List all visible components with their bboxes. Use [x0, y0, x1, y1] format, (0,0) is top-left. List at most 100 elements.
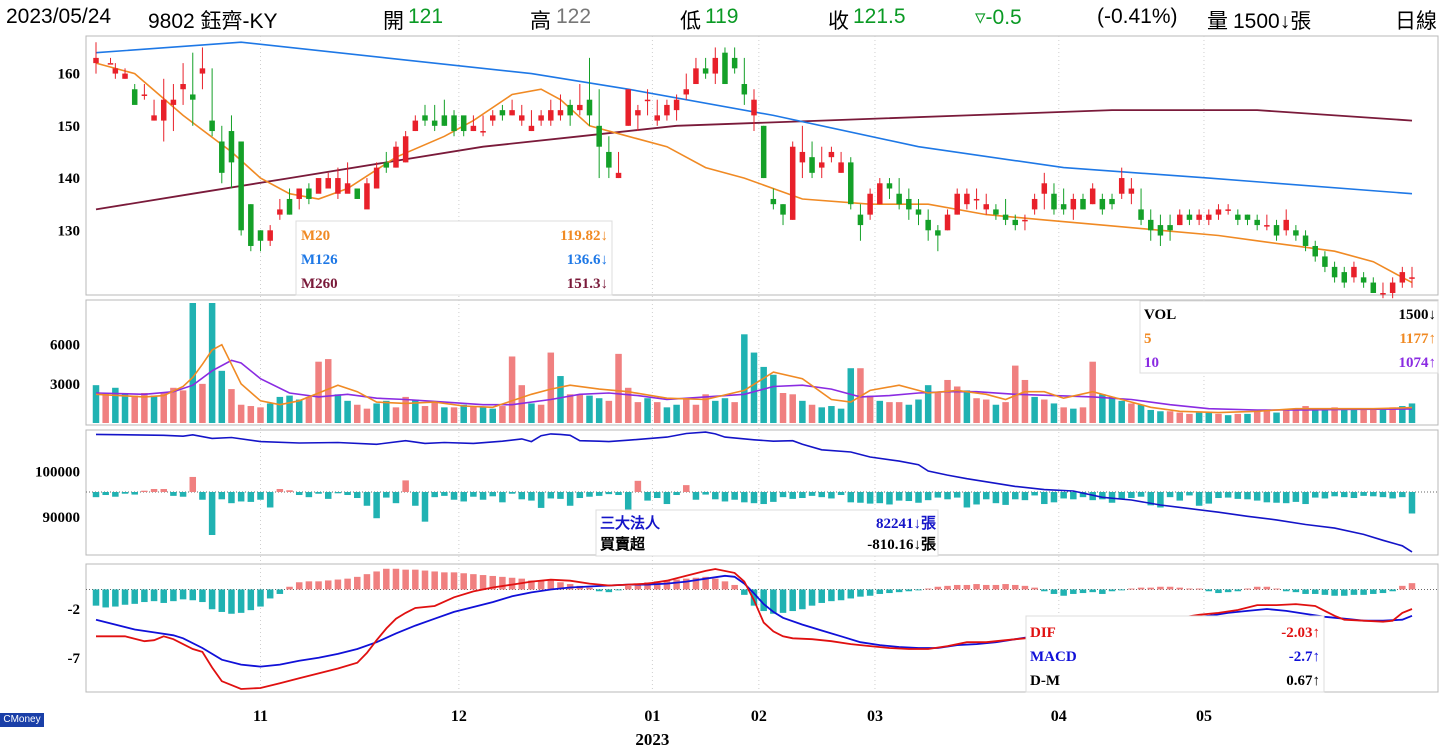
volume-bar — [808, 404, 816, 423]
volume-bar — [392, 407, 400, 423]
volume-bar — [1302, 406, 1309, 423]
volume-bar — [305, 396, 313, 423]
macd-histogram-bar — [305, 581, 313, 590]
volume-bar — [1350, 409, 1358, 423]
macd-histogram-bar — [295, 582, 303, 590]
legend-name: M20 — [301, 228, 330, 244]
netbuy-bar — [1041, 492, 1048, 505]
netbuy-bar — [1147, 492, 1154, 506]
volume-bar — [605, 400, 613, 423]
brand-logo: CMoney — [0, 713, 44, 727]
netbuy-bar — [866, 492, 874, 504]
volume-bar — [179, 390, 187, 423]
legend-value: 119.82↓ — [560, 228, 608, 244]
high-value: 122 — [556, 5, 592, 28]
netbuy-bar — [1253, 492, 1261, 501]
volume-bar — [905, 404, 913, 423]
panel-frame — [85, 563, 1439, 693]
volume-bar — [1370, 409, 1377, 423]
netbuy-bar — [344, 492, 351, 496]
legend-value: 0.67↑ — [1286, 673, 1320, 689]
candle-body — [577, 104, 583, 111]
volume-bar — [731, 402, 738, 423]
macd-histogram-bar — [1060, 589, 1067, 596]
netbuy-bar — [276, 488, 284, 492]
netbuy-bar — [199, 492, 206, 500]
volume-bar — [547, 352, 555, 423]
volume-bar — [373, 403, 380, 423]
volume-bar — [741, 334, 748, 423]
candle-body — [393, 146, 399, 168]
candle-body — [1080, 198, 1086, 210]
volume-bar — [1331, 407, 1338, 423]
candle-body — [509, 110, 515, 116]
macd-histogram-bar — [141, 589, 148, 603]
netbuy-bar — [1176, 492, 1184, 501]
candle-body — [1167, 225, 1173, 231]
candle-body — [1302, 235, 1309, 246]
macd-histogram-bar — [876, 589, 884, 594]
candle-body — [383, 162, 390, 168]
candle-body — [1399, 272, 1406, 283]
candle-body — [1118, 178, 1125, 194]
macd-histogram-bar — [624, 585, 632, 590]
macd-histogram-bar — [1108, 589, 1116, 592]
change-value: ▿-0.5 — [975, 6, 1022, 29]
macd-histogram-bar — [789, 589, 796, 612]
candle-body — [1293, 230, 1299, 236]
macd-histogram-bar — [1341, 589, 1348, 596]
candle-body — [877, 183, 883, 205]
netbuy-bar — [1370, 492, 1377, 497]
volume-bar — [828, 406, 835, 423]
candle-body — [625, 89, 631, 126]
volume-bar — [92, 385, 100, 423]
volume-bar — [189, 303, 197, 423]
candle-body — [596, 125, 602, 147]
netbuy-bar — [915, 492, 922, 503]
macd-histogram-bar — [779, 589, 787, 613]
volume-bar — [441, 407, 448, 423]
legend-name: DIF — [1030, 625, 1056, 641]
open-value: 121 — [408, 5, 444, 28]
netbuy-bar — [1157, 492, 1164, 508]
macd-histogram-bar — [982, 584, 990, 590]
candle-body — [906, 198, 912, 210]
macd-histogram-bar — [828, 589, 835, 602]
volume-bar — [982, 399, 990, 423]
legend-name: 10 — [1144, 355, 1159, 371]
netbuy-bar — [228, 492, 235, 504]
macd-histogram-bar — [944, 585, 951, 590]
volume-bar — [1002, 402, 1009, 423]
macd-histogram-bar — [344, 578, 351, 590]
candle-body — [818, 162, 825, 168]
candle-body — [857, 214, 864, 226]
netbuy-bar — [402, 480, 409, 492]
candle-body — [170, 99, 177, 105]
candle-body — [993, 209, 999, 215]
macd-histogram-bar — [1205, 589, 1213, 592]
volume-bar — [644, 398, 651, 423]
candle-body — [1070, 198, 1077, 210]
macd-histogram-bar — [1186, 588, 1193, 590]
candle-body — [886, 183, 893, 189]
candle-body — [1235, 214, 1241, 220]
candle-body — [644, 99, 651, 102]
volume-bar — [789, 394, 796, 423]
netbuy-bar — [886, 492, 893, 505]
macd-histogram-bar — [818, 589, 825, 603]
netbuy-bar — [1350, 492, 1358, 499]
candle-body — [257, 230, 264, 241]
volume-bar — [576, 394, 584, 423]
candle-body — [828, 151, 835, 158]
volume-bar — [760, 366, 767, 423]
legend-name: VOL — [1144, 307, 1176, 323]
netbuy-bar — [973, 492, 980, 505]
netbuy-bar — [1128, 492, 1135, 499]
macd-histogram-bar — [276, 589, 284, 594]
netbuy-bar — [383, 492, 390, 498]
candle-body — [1351, 266, 1357, 278]
close-value: 121.5 — [853, 5, 906, 28]
macd-histogram-bar — [373, 571, 380, 590]
macd-histogram-bar — [1050, 589, 1058, 594]
